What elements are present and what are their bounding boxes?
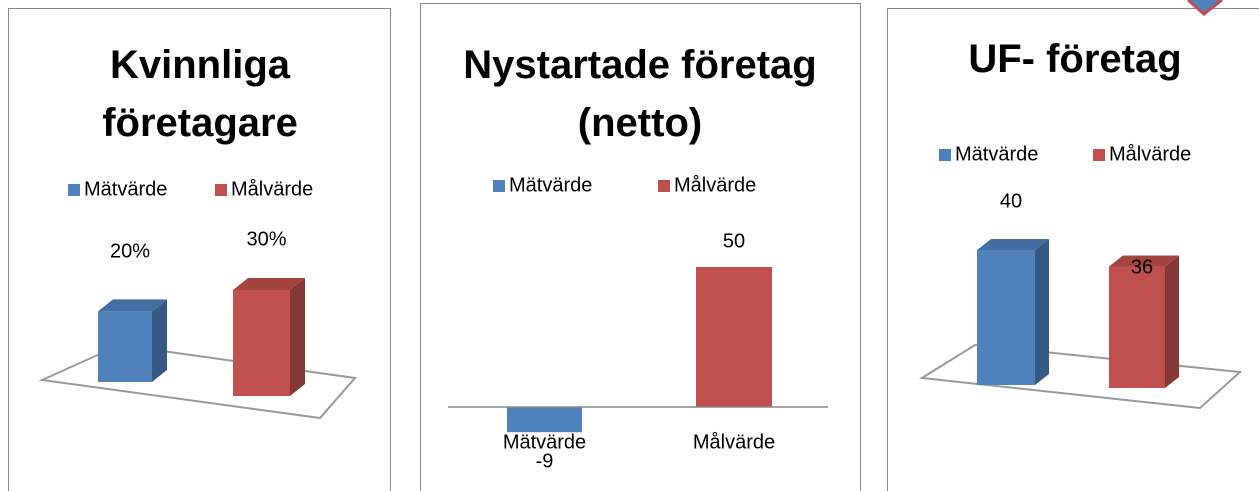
bar-front xyxy=(98,311,152,382)
floor xyxy=(38,343,357,420)
data-label: 20% xyxy=(110,240,150,262)
bar xyxy=(233,278,305,396)
legend-label: Mätvärde xyxy=(84,178,167,200)
bar xyxy=(98,299,167,382)
bar-top xyxy=(98,299,167,312)
bar-front xyxy=(1109,266,1165,388)
legend-swatch xyxy=(68,184,80,196)
bar xyxy=(507,407,582,433)
legend-swatch xyxy=(939,149,951,161)
data-label: -9 xyxy=(536,450,554,472)
legend-swatch xyxy=(658,180,670,192)
data-label: 40 xyxy=(1000,190,1022,212)
chart-title: UF- företag xyxy=(968,37,1182,81)
bar-top xyxy=(977,239,1049,250)
bar-side xyxy=(1165,255,1179,388)
data-label: 30% xyxy=(246,228,286,250)
chart-title: Kvinnliga företagare xyxy=(102,43,298,145)
legend-label: Målvärde xyxy=(674,174,756,196)
bar-front xyxy=(977,250,1035,385)
bar-side xyxy=(152,299,167,382)
legend-label: Målvärde xyxy=(231,178,313,200)
panel xyxy=(420,3,861,491)
x-tick-label: Mätvärde xyxy=(503,431,586,453)
bar-front xyxy=(233,290,290,396)
bar-side xyxy=(290,278,305,396)
legend-label: Mätvärde xyxy=(509,174,592,196)
panel xyxy=(887,8,1259,491)
chart-title: Nystartade företag (netto) xyxy=(463,43,817,145)
bar-side xyxy=(1035,239,1049,385)
legend-swatch xyxy=(215,184,227,196)
data-label: 50 xyxy=(723,230,745,252)
legend-label: Mätvärde xyxy=(955,143,1038,165)
logo-fragment xyxy=(1187,0,1223,16)
legend-swatch xyxy=(1093,149,1105,161)
floor xyxy=(919,343,1243,410)
bar-top xyxy=(233,278,305,290)
panel xyxy=(8,8,391,491)
data-label: 36 xyxy=(1131,256,1153,278)
bar-top xyxy=(1109,255,1179,267)
x-tick-label: Målvärde xyxy=(693,431,775,453)
bar xyxy=(977,239,1049,385)
bar xyxy=(696,267,772,407)
legend-label: Målvärde xyxy=(1109,143,1191,165)
bar xyxy=(1109,255,1179,388)
legend-swatch xyxy=(493,180,505,192)
